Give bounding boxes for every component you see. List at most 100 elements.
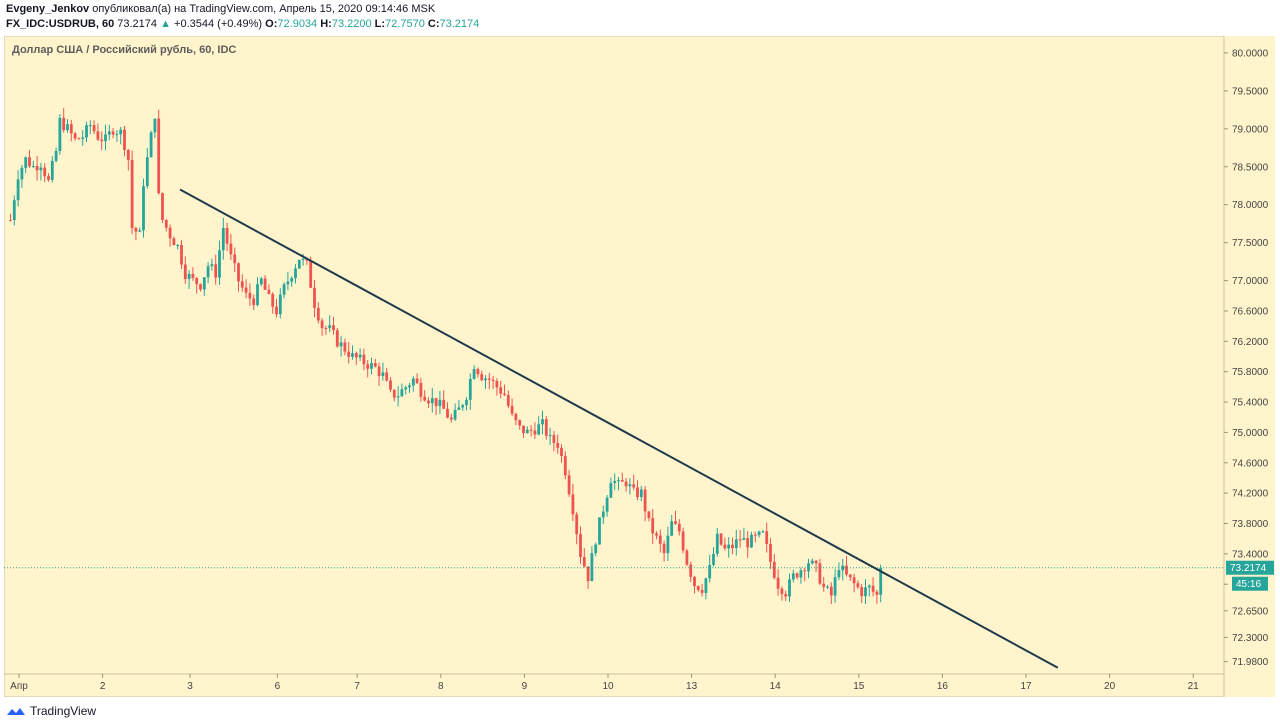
- candle-body: [324, 328, 328, 330]
- candle-body: [233, 254, 237, 264]
- change-arrow-icon: ▲: [160, 18, 171, 30]
- candle-body: [225, 227, 229, 244]
- candle-body: [202, 277, 206, 290]
- candle-body: [419, 383, 423, 397]
- candle-body: [814, 560, 818, 564]
- last-price-value: 73.2174: [117, 18, 158, 30]
- y-tick-label: 77.5000: [1232, 238, 1269, 249]
- candle-body: [309, 260, 313, 288]
- candle-body: [598, 517, 601, 545]
- candle-body: [24, 157, 28, 168]
- candle-body: [529, 429, 533, 431]
- x-tick-label: 10: [602, 681, 614, 692]
- candle-body: [259, 278, 263, 285]
- candle-body: [662, 543, 666, 554]
- candle-body: [96, 131, 100, 140]
- candle-body: [620, 480, 624, 482]
- candle-body: [81, 137, 85, 139]
- candle-body: [875, 591, 879, 595]
- candle-body: [297, 259, 301, 269]
- candle-body: [263, 278, 267, 290]
- candle-body: [366, 364, 370, 369]
- candle-body: [286, 281, 290, 285]
- candlestick-chart[interactable]: Доллар США / Российский рубль, 60, IDC 8…: [3, 35, 1275, 698]
- candle-body: [632, 484, 636, 488]
- candle-body: [199, 284, 202, 290]
- low-value: 72.7570: [385, 18, 425, 30]
- candle-body: [700, 590, 704, 593]
- candle-body: [605, 497, 609, 512]
- candle-body: [408, 385, 411, 388]
- candle-body: [541, 419, 544, 425]
- candle-body: [161, 193, 164, 220]
- candle-body: [761, 531, 765, 533]
- y-tick-label: 74.6000: [1232, 458, 1269, 469]
- candle-body: [864, 587, 867, 597]
- candle-body: [275, 306, 278, 315]
- candle-body: [39, 167, 43, 171]
- candle-body: [256, 284, 259, 306]
- candle-body: [491, 379, 495, 381]
- y-tick-label: 79.0000: [1232, 124, 1269, 135]
- x-tick-label: Апр: [10, 681, 28, 692]
- trendline[interactable]: [179, 188, 1059, 669]
- candle-body: [753, 534, 757, 536]
- x-tick-label: 9: [522, 681, 528, 692]
- footer-brand[interactable]: TradingView: [30, 704, 97, 718]
- candle-body: [396, 396, 400, 398]
- close-label: C:: [427, 18, 440, 30]
- candle-body: [218, 250, 221, 278]
- candle-body: [845, 565, 848, 575]
- candle-body: [35, 166, 39, 171]
- current-price-badge: 73.2174 45:16: [1226, 560, 1274, 591]
- candle-body: [784, 594, 788, 597]
- symbol-label: FX_IDC:USDRUB, 60: [6, 18, 115, 30]
- candle-body: [85, 125, 88, 138]
- candle-body: [465, 399, 468, 406]
- chart-header: Evgeny_Jenkov опубликовал(а) на TradingV…: [6, 2, 479, 34]
- candle-body: [734, 539, 738, 549]
- candle-body: [837, 570, 841, 578]
- x-axis: Апр 2 3 6 7 8 9 10 13 14 15 16 17 20 21: [10, 674, 1199, 692]
- close-value: 73.2174: [439, 18, 480, 30]
- candle-body: [643, 489, 647, 512]
- candle-body: [343, 342, 347, 352]
- author-name[interactable]: Evgeny_Jenkov: [6, 3, 90, 15]
- candle-body: [176, 244, 180, 246]
- candle-body: [582, 557, 586, 567]
- candle-body: [278, 294, 282, 315]
- x-tick-label: 8: [438, 681, 444, 692]
- candle-body: [415, 378, 419, 384]
- candle-body: [145, 157, 149, 187]
- candle-body: [674, 521, 677, 524]
- candle-body: [822, 583, 826, 588]
- candle-body: [457, 407, 461, 410]
- candle-body: [244, 287, 248, 293]
- candle-body: [487, 378, 491, 380]
- candle-body: [138, 230, 142, 232]
- candle-body: [267, 289, 271, 295]
- candle-body: [772, 561, 776, 578]
- y-tick-label: 74.2000: [1232, 489, 1269, 500]
- candle-body: [719, 533, 723, 545]
- candle-body: [12, 200, 16, 221]
- candle-body: [567, 475, 571, 495]
- candle-body: [708, 564, 712, 579]
- candle-body: [742, 538, 746, 540]
- y-tick-label: 72.6500: [1232, 606, 1269, 617]
- chart-area[interactable]: Доллар США / Российский рубль, 60, IDC 8…: [3, 35, 1275, 698]
- candle-body: [434, 398, 438, 407]
- candle-body: [829, 586, 833, 596]
- y-tick-label: 71.9800: [1232, 657, 1269, 668]
- candle-body: [100, 139, 104, 142]
- x-tick-label: 15: [853, 681, 865, 692]
- candle-body: [20, 167, 24, 180]
- candle-body: [381, 372, 385, 377]
- candle-body: [332, 325, 335, 331]
- candle-body: [841, 565, 845, 571]
- candle-body: [795, 573, 799, 578]
- candle-body: [237, 263, 240, 282]
- plot-frame: [3, 35, 1225, 698]
- candle-body: [28, 157, 31, 167]
- candle-body: [704, 578, 708, 593]
